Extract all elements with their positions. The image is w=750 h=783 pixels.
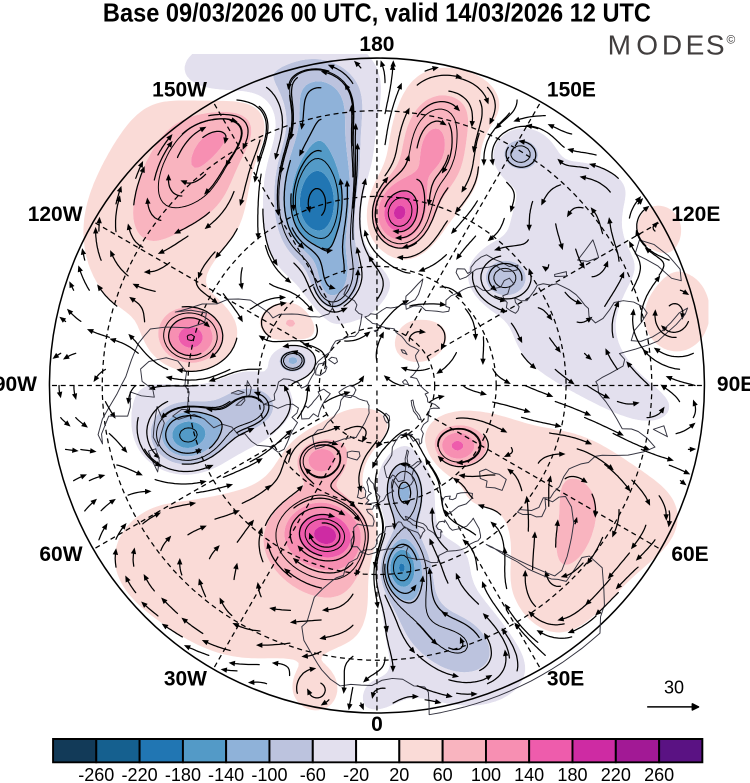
svg-text:60W: 60W xyxy=(39,543,82,566)
svg-text:120W: 120W xyxy=(28,203,83,226)
svg-text:60E: 60E xyxy=(671,543,708,566)
svg-text:30W: 30W xyxy=(164,667,207,690)
svg-text:©: © xyxy=(727,33,736,47)
svg-text:-140: -140 xyxy=(208,765,244,783)
svg-text:90E: 90E xyxy=(717,373,750,396)
svg-text:E: E xyxy=(686,30,705,61)
svg-text:-100: -100 xyxy=(251,765,287,783)
svg-text:60: 60 xyxy=(433,765,453,783)
svg-text:30: 30 xyxy=(664,678,684,698)
svg-text:180: 180 xyxy=(359,33,394,56)
svg-text:0: 0 xyxy=(371,713,383,736)
svg-text:S: S xyxy=(706,30,725,61)
svg-text:180: 180 xyxy=(557,765,587,783)
svg-text:D: D xyxy=(662,30,682,61)
svg-text:90W: 90W xyxy=(0,373,37,396)
svg-text:120E: 120E xyxy=(671,203,720,226)
svg-text:20: 20 xyxy=(389,765,409,783)
svg-text:-60: -60 xyxy=(300,765,326,783)
svg-text:220: 220 xyxy=(601,765,631,783)
svg-text:260: 260 xyxy=(644,765,674,783)
svg-text:30E: 30E xyxy=(547,667,584,690)
svg-text:-20: -20 xyxy=(343,765,369,783)
svg-text:140: 140 xyxy=(514,765,544,783)
svg-text:-260: -260 xyxy=(78,765,114,783)
svg-text:-220: -220 xyxy=(122,765,158,783)
svg-text:150E: 150E xyxy=(547,79,596,102)
svg-text:M: M xyxy=(608,30,631,61)
svg-text:150W: 150W xyxy=(152,79,207,102)
svg-text:100: 100 xyxy=(471,765,501,783)
svg-text:Base 09/03/2026 00 UTC, valid: Base 09/03/2026 00 UTC, valid 14/03/2026… xyxy=(103,0,651,28)
svg-text:-180: -180 xyxy=(165,765,201,783)
svg-text:O: O xyxy=(636,30,658,61)
